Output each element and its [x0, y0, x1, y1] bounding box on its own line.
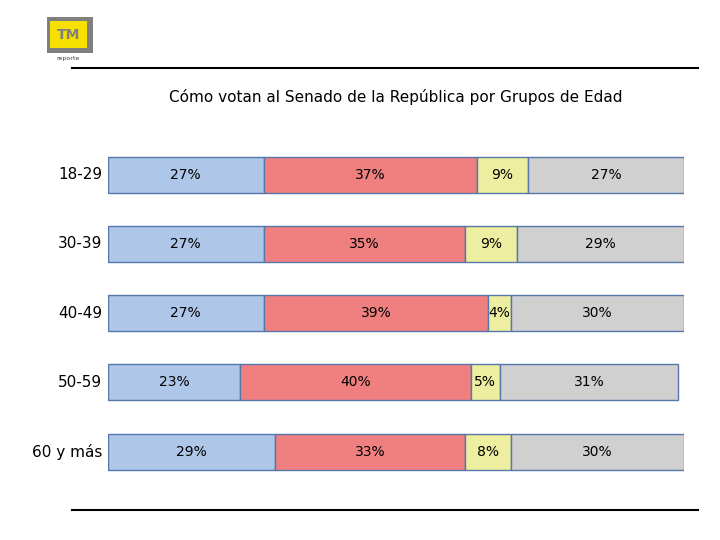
Text: 4%: 4%	[489, 306, 510, 320]
Bar	[108, 364, 240, 401]
Text: 30%: 30%	[582, 445, 613, 459]
Bar	[465, 226, 517, 262]
Text: 37%: 37%	[355, 167, 385, 181]
Text: 39%: 39%	[361, 306, 391, 320]
Text: 33%: 33%	[355, 445, 385, 459]
Text: 40%: 40%	[341, 375, 371, 389]
Bar	[528, 157, 684, 193]
Text: 27%: 27%	[171, 306, 201, 320]
Bar	[240, 364, 471, 401]
Text: reporte: reporte	[57, 56, 80, 61]
Text: 50-59: 50-59	[58, 375, 102, 390]
Text: 30-39: 30-39	[58, 237, 102, 252]
Text: 27%: 27%	[591, 167, 621, 181]
Bar	[517, 226, 684, 262]
Bar	[264, 157, 477, 193]
Bar	[50, 21, 86, 49]
Bar	[264, 226, 465, 262]
Text: TM: TM	[57, 28, 80, 42]
Text: 35%: 35%	[349, 237, 379, 251]
Text: 27%: 27%	[171, 237, 201, 251]
Text: 9%: 9%	[492, 167, 513, 181]
Text: 27%: 27%	[171, 167, 201, 181]
Bar	[471, 364, 500, 401]
Text: 23%: 23%	[159, 375, 189, 389]
Bar	[108, 295, 264, 331]
Text: 29%: 29%	[176, 445, 207, 459]
Text: Cómo votan al Senado de la República por Grupos de Edad: Cómo votan al Senado de la República por…	[169, 89, 623, 105]
Bar	[488, 295, 511, 331]
Bar	[465, 434, 511, 470]
Text: 31%: 31%	[574, 375, 604, 389]
Bar	[264, 295, 488, 331]
Bar	[47, 17, 93, 53]
Bar	[108, 157, 264, 193]
Text: 30%: 30%	[582, 306, 613, 320]
Text: 9%: 9%	[480, 237, 502, 251]
Text: 5%: 5%	[474, 375, 496, 389]
Text: 60 y más: 60 y más	[32, 444, 102, 460]
Bar	[511, 295, 684, 331]
Text: 29%: 29%	[585, 237, 616, 251]
Text: 18-29: 18-29	[58, 167, 102, 182]
Text: 40-49: 40-49	[58, 306, 102, 321]
Bar	[108, 226, 264, 262]
Bar	[500, 364, 678, 401]
Bar	[477, 157, 528, 193]
Bar	[108, 434, 275, 470]
Bar	[511, 434, 684, 470]
Text: 8%: 8%	[477, 445, 499, 459]
Bar	[275, 434, 465, 470]
